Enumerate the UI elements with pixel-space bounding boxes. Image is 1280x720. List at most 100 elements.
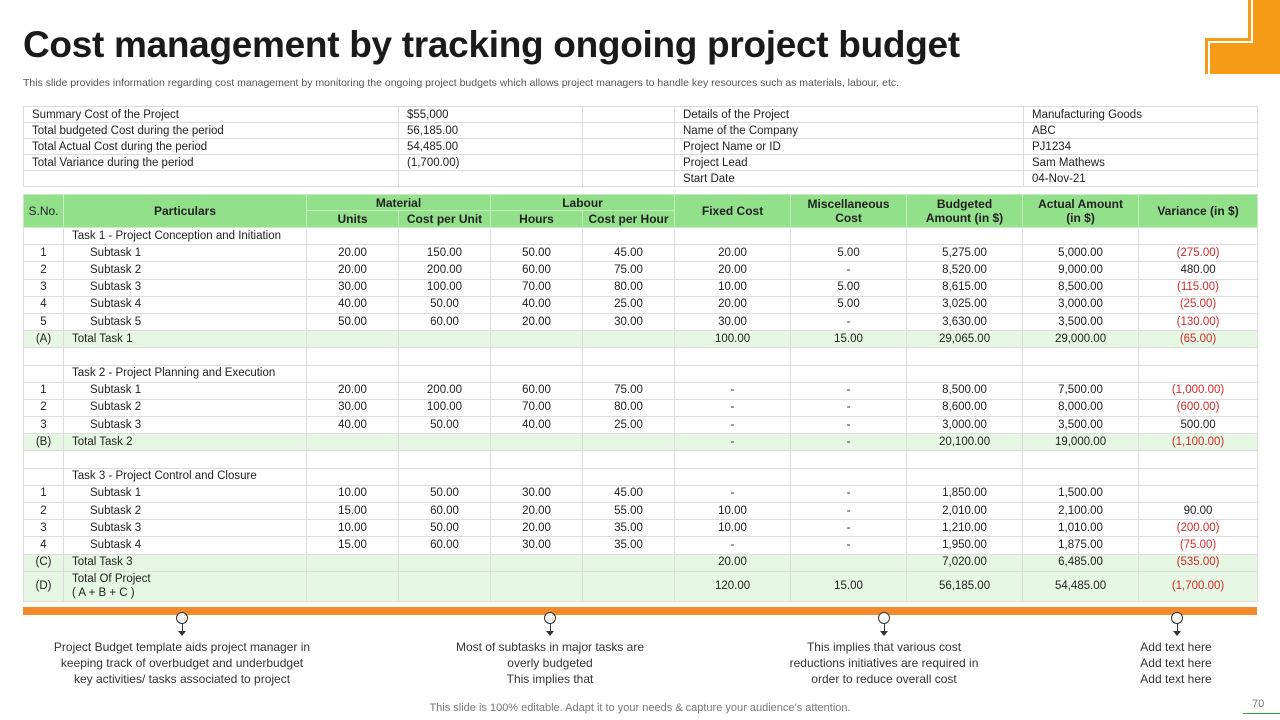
header-misc-cost: Miscellaneous Cost — [790, 194, 908, 228]
particulars-cell: Subtask 3 — [63, 416, 307, 435]
cost-per-unit-cell — [397, 433, 492, 452]
actual-amount-cell: 3,500.00 — [1022, 416, 1140, 435]
fixed-cost-cell: 20.00 — [674, 244, 792, 263]
cost-per-unit-cell: 50.00 — [397, 416, 492, 435]
hours-cell: 30.00 — [490, 484, 584, 504]
variance-cell: (115.00) — [1138, 278, 1259, 297]
summary-spacer — [582, 106, 675, 123]
header-variance: Variance (in $) — [1138, 194, 1259, 228]
budgeted-amount-cell: 1,210.00 — [906, 519, 1024, 538]
particulars-cell: Total Of Project( A + B + C ) — [63, 570, 307, 602]
summary-label — [23, 170, 399, 187]
cost-per-unit-cell: 100.00 — [397, 278, 492, 297]
budgeted-amount-cell — [906, 347, 1024, 366]
header-misc-line2: Cost — [835, 211, 862, 225]
summary-label: Summary Cost of the Project — [23, 106, 399, 123]
header-sno: S.No. — [23, 194, 64, 228]
hours-cell: 50.00 — [490, 244, 584, 263]
misc-cost-cell: 5.00 — [790, 295, 908, 314]
note-line: This implies that — [506, 672, 594, 686]
misc-cost-cell — [790, 467, 908, 486]
header-material: Material — [305, 194, 492, 211]
units-cell: 15.00 — [306, 501, 399, 521]
note-line: reductions initiatives are required in — [789, 656, 979, 670]
note-line: Add text here — [1140, 672, 1212, 686]
subtask-row: 3 Subtask 3 40.00 50.00 40.00 25.00- -3,000.00… — [23, 416, 1259, 435]
units-cell — [306, 226, 399, 246]
sno-cell: 1 — [23, 244, 64, 263]
budgeted-amount-cell: 1,850.00 — [906, 484, 1024, 504]
cost-per-unit-cell: 50.00 — [397, 484, 492, 504]
summary-value — [398, 170, 583, 187]
hours-cell — [490, 364, 584, 383]
misc-cost-cell: - — [790, 433, 908, 452]
actual-amount-cell: 2,100.00 — [1022, 501, 1140, 521]
misc-cost-cell: - — [790, 261, 908, 280]
budgeted-amount-cell: 20,100.00 — [906, 433, 1024, 452]
detail-label: Details of the Project — [674, 106, 1024, 123]
variance-cell: (535.00) — [1138, 553, 1259, 572]
corner-decoration — [1205, 0, 1280, 74]
cost-per-hour-cell: 75.00 — [582, 261, 676, 280]
header-actual-line2: (in $) — [1066, 211, 1095, 225]
header-budgeted-amount: Budgeted Amount (in $) — [906, 194, 1024, 228]
actual-amount-cell — [1022, 226, 1140, 246]
budgeted-amount-cell: 56,185.00 — [906, 570, 1024, 602]
units-cell: 20.00 — [306, 261, 399, 280]
cost-per-unit-cell: 50.00 — [397, 295, 492, 314]
variance-cell: 500.00 — [1138, 416, 1259, 435]
detail-value: ABC — [1023, 122, 1258, 139]
variance-cell: (130.00) — [1138, 312, 1259, 332]
summary-value: 54,485.00 — [398, 138, 583, 155]
summary-spacer — [582, 138, 675, 155]
note-line: key activities/ tasks associated to proj… — [73, 672, 291, 686]
actual-amount-cell: 9,000.00 — [1022, 261, 1140, 280]
misc-cost-cell: - — [790, 312, 908, 332]
sno-cell — [23, 467, 64, 486]
sno-cell: 2 — [23, 398, 64, 418]
particulars-cell: Subtask 1 — [63, 484, 307, 504]
budgeted-amount-cell — [906, 450, 1024, 469]
cost-per-unit-cell — [397, 347, 492, 366]
units-cell — [306, 450, 399, 469]
timeline-bar — [23, 607, 1257, 615]
actual-amount-cell — [1022, 467, 1140, 486]
summary-label: Total budgeted Cost during the period — [23, 122, 399, 139]
header-actual-amount: Actual Amount (in $) — [1022, 194, 1140, 228]
note-2: Most of subtasks in major tasks are over… — [420, 639, 680, 687]
units-cell: 15.00 — [306, 536, 399, 555]
actual-amount-cell — [1022, 364, 1140, 383]
note-1: Project Budget template aids project man… — [32, 639, 332, 687]
hours-cell: 40.00 — [490, 295, 584, 314]
subtask-row: 1 Subtask 1 10.00 50.00 30.00 45.00- -1,850.00… — [23, 484, 1259, 504]
fixed-cost-cell: 10.00 — [674, 501, 792, 521]
fixed-cost-cell — [674, 364, 792, 383]
summary-row: Start Date 04-Nov-21 — [23, 170, 1258, 187]
sno-cell — [23, 364, 64, 383]
note-line: Add text here — [1140, 656, 1212, 670]
misc-cost-cell: - — [790, 536, 908, 555]
sno-cell: (B) — [23, 433, 64, 452]
cost-per-hour-cell: 35.00 — [582, 519, 676, 538]
hours-cell: 30.00 — [490, 536, 584, 555]
variance-cell — [1138, 467, 1259, 486]
subtask-row: 1 Subtask 1 20.00 150.00 50.00 45.00 20.00 5.00… — [23, 244, 1259, 263]
variance-cell: (200.00) — [1138, 519, 1259, 538]
subtask-row: 5 Subtask 5 50.00 60.00 20.00 30.00 30.00-3,63… — [23, 312, 1259, 332]
misc-cost-cell: 15.00 — [790, 330, 908, 349]
hours-cell: 20.00 — [490, 501, 584, 521]
actual-amount-cell: 8,000.00 — [1022, 398, 1140, 418]
cost-per-unit-cell: 200.00 — [397, 381, 492, 400]
actual-amount-cell: 7,500.00 — [1022, 381, 1140, 400]
particulars-cell: Subtask 1 — [63, 381, 307, 400]
budgeted-amount-cell: 5,275.00 — [906, 244, 1024, 263]
detail-value: Sam Mathews — [1023, 154, 1258, 171]
header-fixed-cost: Fixed Cost — [674, 194, 792, 228]
fixed-cost-cell: 20.00 — [674, 553, 792, 572]
budgeted-amount-cell: 3,025.00 — [906, 295, 1024, 314]
hours-cell — [490, 226, 584, 246]
units-cell: 10.00 — [306, 519, 399, 538]
hours-cell — [490, 450, 584, 469]
detail-label: Start Date — [674, 170, 1024, 187]
sno-cell: 4 — [23, 295, 64, 314]
